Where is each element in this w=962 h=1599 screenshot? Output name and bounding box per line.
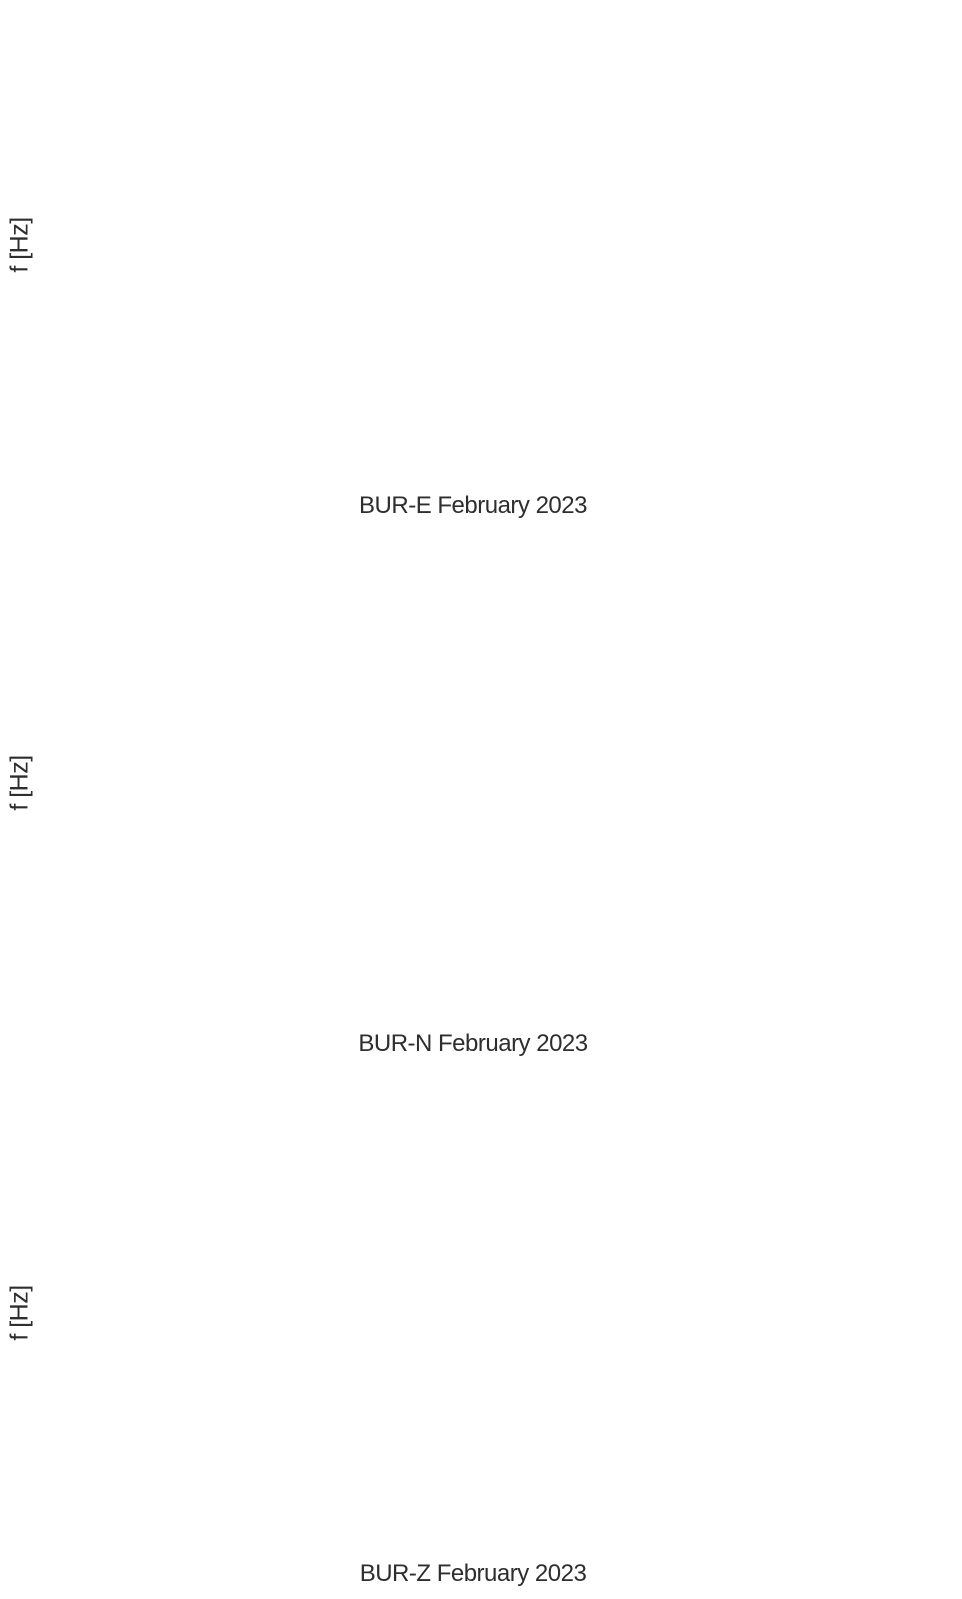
panel-title: BUR-N February 2023	[358, 1030, 588, 1057]
panel-bur-e: f [Hz] BUR-E February 2023	[0, 0, 962, 538]
panel-bur-n: f [Hz] BUR-N February 2023	[0, 538, 962, 1068]
panel-title: BUR-E February 2023	[359, 492, 587, 519]
panel-title: BUR-Z February 2023	[359, 1560, 587, 1587]
y-axis-label: f [Hz]	[5, 217, 34, 273]
spectrogram-bur-n	[95, 573, 851, 993]
panel-bur-z: f [Hz] BUR-Z February 2023	[0, 1068, 962, 1599]
y-axis-label: f [Hz]	[5, 755, 34, 811]
y-axis-label: f [Hz]	[5, 1285, 34, 1341]
spectrogram-bur-e	[95, 35, 851, 455]
spectrogram-bur-z	[95, 1103, 851, 1523]
